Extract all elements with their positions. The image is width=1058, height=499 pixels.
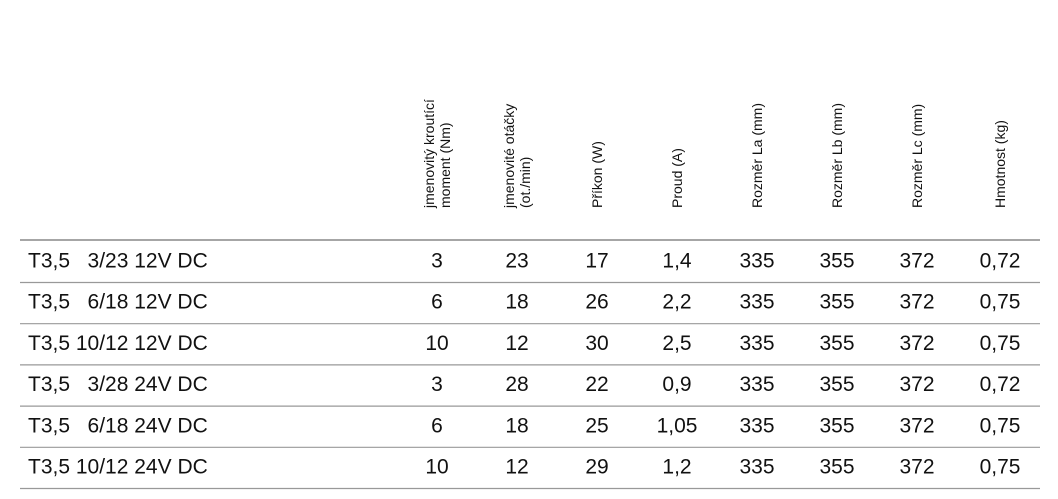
cell-value: 3 — [431, 373, 443, 396]
cell-value: 29 — [585, 456, 608, 479]
cell-value: 335 — [739, 291, 774, 314]
cell-value: 30 — [585, 332, 608, 355]
column-header: (ot./min) — [517, 157, 533, 208]
row-label: T3,5 10/12 24V DC — [28, 456, 208, 479]
cell-value: 2,2 — [662, 291, 691, 314]
cell-value: 0,75 — [980, 456, 1021, 479]
cell-value: 1,2 — [662, 456, 691, 479]
cell-value: 335 — [739, 414, 774, 437]
cell-value: 0,9 — [662, 373, 691, 396]
cell-value: 25 — [585, 414, 608, 437]
cell-value: 2,5 — [662, 332, 691, 355]
column-header: Rozměr Lc (mm) — [909, 104, 925, 208]
cell-value: 6 — [431, 291, 443, 314]
cell-value: 23 — [505, 250, 528, 273]
row-label: T3,5 10/12 12V DC — [28, 332, 208, 355]
cell-value: 0,72 — [980, 373, 1021, 396]
row-label: T3,5 3/28 24V DC — [28, 373, 208, 396]
cell-value: 1,05 — [657, 414, 698, 437]
cell-value: 335 — [739, 332, 774, 355]
column-header: Hmotnost (kg) — [992, 120, 1008, 208]
cell-value: 22 — [585, 373, 608, 396]
cell-value: 372 — [899, 332, 934, 355]
cell-value: 17 — [585, 250, 608, 273]
cell-value: 0,75 — [980, 291, 1021, 314]
column-header: Rozměr Lb (mm) — [829, 103, 845, 208]
cell-value: 355 — [819, 332, 854, 355]
row-label: T3,5 3/23 12V DC — [28, 250, 208, 273]
cell-value: 355 — [819, 456, 854, 479]
column-header: moment (Nm) — [437, 122, 453, 208]
cell-value: 372 — [899, 250, 934, 273]
cell-value: 12 — [505, 456, 528, 479]
column-header: Příkon (W) — [589, 141, 605, 208]
cell-value: 18 — [505, 291, 528, 314]
cell-value: 6 — [431, 414, 443, 437]
row-label: T3,5 6/18 24V DC — [28, 414, 208, 437]
cell-value: 12 — [505, 332, 528, 355]
cell-value: 355 — [819, 291, 854, 314]
cell-value: 355 — [819, 250, 854, 273]
cell-value: 28 — [505, 373, 528, 396]
cell-value: 355 — [819, 373, 854, 396]
cell-value: 355 — [819, 414, 854, 437]
cell-value: 10 — [425, 456, 448, 479]
cell-value: 0,75 — [980, 332, 1021, 355]
cell-value: 26 — [585, 291, 608, 314]
cell-value: 335 — [739, 456, 774, 479]
cell-value: 10 — [425, 332, 448, 355]
cell-value: 335 — [739, 250, 774, 273]
column-header: jmenovité otáčky — [501, 104, 517, 209]
column-header: Rozměr La (mm) — [749, 103, 765, 208]
cell-value: 372 — [899, 291, 934, 314]
cell-value: 335 — [739, 373, 774, 396]
cell-value: 18 — [505, 414, 528, 437]
cell-value: 3 — [431, 250, 443, 273]
cell-value: 372 — [899, 373, 934, 396]
cell-value: 0,72 — [980, 250, 1021, 273]
row-label: T3,5 6/18 12V DC — [28, 291, 208, 314]
cell-value: 1,4 — [662, 250, 692, 273]
cell-value: 372 — [899, 414, 934, 437]
column-header: jmenovitý kroutící — [421, 99, 437, 209]
column-header: Proud (A) — [669, 148, 685, 208]
cell-value: 372 — [899, 456, 934, 479]
cell-value: 0,75 — [980, 414, 1021, 437]
